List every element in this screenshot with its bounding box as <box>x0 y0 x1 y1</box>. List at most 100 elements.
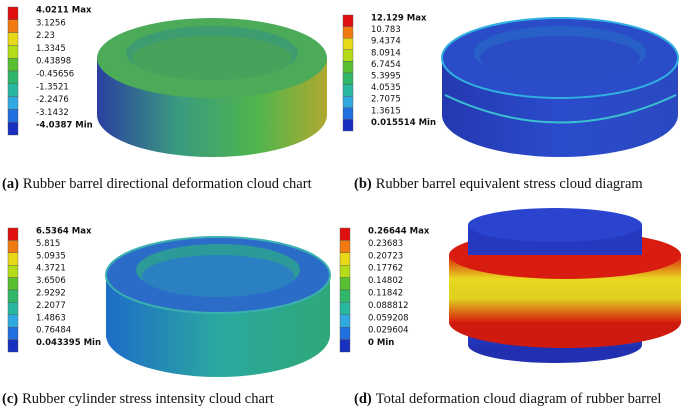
legend-swatch <box>7 6 19 21</box>
legend-label: 4.3721 <box>36 264 66 274</box>
legend-label: 0.76484 <box>36 326 71 336</box>
legend-label: 3.1256 <box>36 18 66 28</box>
legend-label: 4.0535 <box>371 83 401 93</box>
legend-label: 2.2077 <box>36 301 66 311</box>
legend-swatch <box>339 289 351 303</box>
caption-label: (d) <box>354 391 372 407</box>
legend-swatch <box>7 314 19 328</box>
caption-label: (a) <box>2 176 19 192</box>
legend-swatch <box>7 252 19 266</box>
legend-label: 0.043395 Min <box>36 338 101 348</box>
legend-swatch <box>7 121 19 136</box>
legend-label: 0.015514 Min <box>371 118 436 128</box>
legend-label: 6.5364 Max <box>36 227 92 237</box>
legend-swatch <box>339 327 351 340</box>
legend-swatch <box>339 339 351 353</box>
legend-swatch <box>342 107 354 120</box>
legend-swatch <box>342 49 354 62</box>
caption-label: (b) <box>354 176 372 192</box>
legend-swatch <box>7 265 19 278</box>
legend-swatch <box>7 19 19 33</box>
legend: 0.26644 Max 0.23683 0.20723 0.17762 0.14802 0… <box>339 227 430 353</box>
legend-label: 3.6506 <box>36 276 66 286</box>
legend-swatch <box>7 240 19 253</box>
legend-label: 0.14802 <box>368 276 403 286</box>
legend-swatch <box>339 302 351 315</box>
legend-swatch <box>339 265 351 278</box>
caption-text: Rubber barrel equivalent stress cloud di… <box>376 176 644 192</box>
legend-swatch <box>7 227 19 241</box>
legend-label: 0.23683 <box>368 239 403 249</box>
legend-swatch <box>342 14 354 27</box>
ring-b <box>441 17 679 157</box>
legend-swatch <box>339 240 351 253</box>
legend-swatch <box>342 119 354 132</box>
caption: (d) Total deformation cloud diagram of ru… <box>354 391 661 407</box>
legend-label: 0.088812 <box>368 301 409 311</box>
legend-label: 2.23 <box>36 31 55 41</box>
caption: (a) Rubber barrel directional deformation… <box>2 176 312 192</box>
legend-swatch <box>339 277 351 291</box>
legend-label: 1.3615 <box>371 106 401 116</box>
legend-swatch <box>7 327 19 340</box>
legend-swatch <box>342 72 354 85</box>
legend-swatch <box>342 84 354 97</box>
cylinder-d <box>449 208 681 363</box>
caption: (b) Rubber barrel equivalent stress cloud… <box>354 176 643 192</box>
caption-text: Rubber cylinder stress intensity cloud c… <box>22 391 274 407</box>
legend-swatch <box>7 277 19 291</box>
legend-label: -0.45656 <box>36 70 74 80</box>
legend-swatch <box>342 38 354 51</box>
legend-label: 4.0211 Max <box>36 6 92 16</box>
ring-c <box>105 236 331 377</box>
legend-label: 0.26644 Max <box>368 227 430 237</box>
caption-label: (c) <box>2 391 18 407</box>
legend-swatch <box>7 302 19 315</box>
legend-swatch <box>7 339 19 353</box>
legend-label: 0.029604 <box>368 326 409 336</box>
legend-label: 0.11842 <box>368 289 403 299</box>
legend-label: 12.129 Max <box>371 14 427 24</box>
legend-label: 5.815 <box>36 239 60 249</box>
legend-label: 9.4374 <box>371 37 401 47</box>
caption-text: Total deformation cloud diagram of rubbe… <box>376 391 662 407</box>
legend-label: 5.0935 <box>36 251 66 261</box>
legend-label: 1.4863 <box>36 313 66 323</box>
legend-label: -3.1432 <box>36 108 69 118</box>
legend-swatch <box>7 83 19 97</box>
legend-label: 5.3995 <box>371 72 401 82</box>
legend-label: 6.7454 <box>371 60 401 70</box>
legend-swatch <box>7 109 19 123</box>
legend-swatch <box>342 61 354 74</box>
legend-label: 0.059208 <box>368 313 409 323</box>
caption-text: Rubber barrel directional deformation cl… <box>23 176 312 192</box>
legend-label: 10.783 <box>371 25 401 35</box>
legend-label: 0.20723 <box>368 251 403 261</box>
legend-label: 8.0914 <box>371 48 401 58</box>
legend-label: -2.2476 <box>36 95 69 105</box>
legend-label: -4.0387 Min <box>36 121 93 131</box>
legend-label: 2.7075 <box>371 95 401 105</box>
legend-swatch <box>339 314 351 328</box>
legend: 6.5364 Max 5.815 5.0935 4.3721 3.6506 2.9292 2… <box>7 227 101 353</box>
legend-label: 2.9292 <box>36 289 66 299</box>
legend-swatch <box>7 45 19 59</box>
legend-swatch <box>342 26 354 39</box>
legend-label: 1.3345 <box>36 44 66 54</box>
legend: 4.0211 Max 3.1256 2.23 1.3345 0.43898 -0.4565… <box>7 6 93 136</box>
legend-swatch <box>7 96 19 110</box>
legend-label: 0.17762 <box>368 264 403 274</box>
caption: (c) Rubber cylinder stress intensity clou… <box>2 391 274 407</box>
legend-swatch <box>342 95 354 108</box>
legend-label: -1.3521 <box>36 82 69 92</box>
legend-swatch <box>7 58 19 72</box>
legend-swatch <box>7 32 19 46</box>
legend-swatch <box>7 70 19 85</box>
legend-label: 0.43898 <box>36 57 71 67</box>
legend-swatch <box>339 252 351 266</box>
legend-label: 0 Min <box>368 338 394 348</box>
legend-swatch <box>339 227 351 241</box>
